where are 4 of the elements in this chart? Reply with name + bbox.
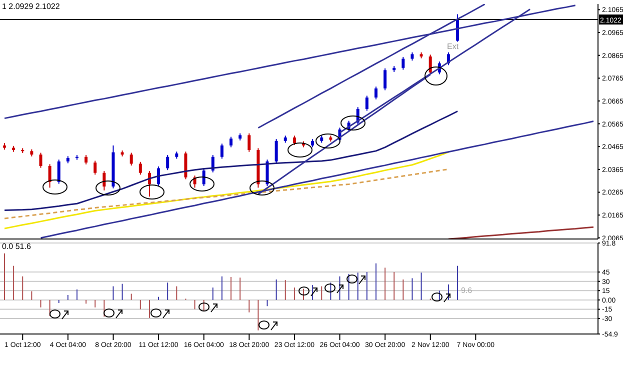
annotation: 9.6 bbox=[461, 286, 472, 295]
annotation: 1 2.0929 2.1022 bbox=[2, 2, 60, 11]
annotation: 0.0 51.6 bbox=[2, 242, 31, 251]
annotation: Ext bbox=[447, 42, 459, 51]
